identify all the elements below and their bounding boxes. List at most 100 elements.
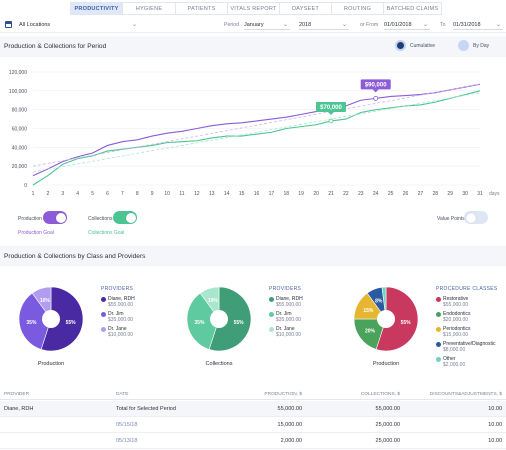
table-row[interactable]: Diane, RDH Total for Selected Period 55,00… xyxy=(0,401,506,417)
cell-date[interactable]: 05/13/18 xyxy=(116,438,138,444)
table-row[interactable]: 05/13/18 2,000.00 25,000.00 10.00 xyxy=(0,433,506,449)
series-collections-line xyxy=(32,90,481,186)
calendar-icon[interactable] xyxy=(5,21,12,28)
x-tick-label: 7 xyxy=(121,191,124,197)
x-tick-label: 15 xyxy=(239,191,245,197)
series-production-goal-line xyxy=(32,83,481,167)
year-select[interactable]: 2018 ⌄ xyxy=(299,20,349,30)
pie-center-hole xyxy=(210,310,228,328)
col-production: Production, $ xyxy=(264,392,302,397)
period-value: January xyxy=(244,22,264,28)
legend-item: Endodontics $20,000.00 xyxy=(436,311,506,323)
legend-value: $15,000.00 xyxy=(443,332,469,338)
pie-slice-label: 2% xyxy=(380,285,388,286)
tab-vitals-report[interactable]: Vitals Report xyxy=(228,2,280,15)
chevron-down-icon: ⌄ xyxy=(341,22,347,28)
cell-date[interactable]: 05/15/18 xyxy=(116,422,138,428)
location-select[interactable]: All Locations ⌄ xyxy=(19,20,139,30)
tab-routing[interactable]: Routing xyxy=(332,2,384,15)
location-value: All Locations xyxy=(19,22,51,28)
x-tick-label: 8 xyxy=(136,191,139,197)
x-tick-label: 1 xyxy=(32,191,35,197)
from-date-field[interactable]: 01/01/2018 ⌄ xyxy=(384,20,430,30)
trend-header xyxy=(0,36,506,57)
x-tick-label: 3 xyxy=(61,191,64,197)
x-tick-label: 23 xyxy=(358,191,364,197)
callout-point xyxy=(328,118,334,124)
production-collections-line-chart: 0 20,000 40,000 60,000 80,000 100,000 120,000 1… xyxy=(9,70,500,197)
y-tick-label: 100,000 xyxy=(9,89,27,95)
table-row[interactable]: 05/15/18 15,000.00 25,000.00 10.00 xyxy=(0,417,506,433)
cell-collections: 55,000.00 xyxy=(375,406,400,412)
to-label: To xyxy=(440,22,446,28)
cell-production: 55,000.00 xyxy=(277,406,302,412)
legend-name: Other xyxy=(443,356,456,362)
legend-value: $55,000.00 xyxy=(276,302,302,308)
legend-swatch xyxy=(269,326,274,332)
report-tabs: Productivity Hygiene Patients Vitals Rep… xyxy=(70,2,442,15)
x-tick-label: 31 xyxy=(477,191,483,197)
production-by-provider-pie: 55% 35% 10% xyxy=(18,286,84,352)
pie-classes-legend: Procedure Classes Restorative $55,000.00 E… xyxy=(436,286,506,371)
legend-name: Dr. Jim xyxy=(276,311,292,317)
legend-swatch xyxy=(269,311,274,317)
legend-item: Dr. Jane $10,000.00 xyxy=(101,326,171,338)
pie-slice-3 xyxy=(199,286,220,320)
chevron-down-icon: ⌄ xyxy=(495,22,501,28)
to-date-value: 01/31/2018 xyxy=(453,22,481,28)
legend-name: Diane, RDH xyxy=(276,296,303,302)
to-date-field[interactable]: 01/31/2018 ⌄ xyxy=(453,20,503,30)
chevron-down-icon: ⌄ xyxy=(422,22,428,28)
y-tick-label: 0 xyxy=(24,183,27,189)
col-discounts: Discounts&Adjustments, $ xyxy=(429,392,502,397)
production-toggle[interactable] xyxy=(43,211,67,224)
x-tick-label: 9 xyxy=(151,191,154,197)
tab-hygiene[interactable]: Hygiene xyxy=(123,2,176,15)
collections-toggle[interactable] xyxy=(113,211,137,224)
period-select[interactable]: January ⌄ xyxy=(244,20,290,30)
legend-item: Preventative/Diagnostic $8,000.00 xyxy=(436,341,506,353)
legend-item: Other $2,000.00 xyxy=(436,356,506,368)
pie-slice-1 xyxy=(208,286,252,352)
cumulative-label: Cumulative xyxy=(410,43,436,49)
from-date-value: 01/01/2018 xyxy=(384,22,412,28)
cell-production: 15,000.00 xyxy=(277,422,302,428)
legend-swatch xyxy=(269,296,274,302)
by-day-radio[interactable] xyxy=(458,40,469,51)
y-tick-label: 60,000 xyxy=(12,127,28,133)
pie-slice-2 xyxy=(353,318,387,350)
legend-item: Dr. Jane $10,000.00 xyxy=(269,326,339,338)
x-tick-label: 2 xyxy=(47,191,50,197)
production-goal-label: Production Goal xyxy=(18,230,54,236)
legend-name: Periodontics xyxy=(443,326,471,332)
collections-by-provider-pie: 55% 35% 10% xyxy=(186,286,252,352)
cumulative-radio[interactable] xyxy=(395,40,406,51)
x-tick-label: 16 xyxy=(254,191,260,197)
tab-productivity[interactable]: Productivity xyxy=(70,2,123,15)
series-production-line xyxy=(32,83,481,177)
tab-daysheet[interactable]: Dayseet xyxy=(280,2,332,15)
pie-production-caption: Production xyxy=(37,361,65,367)
pie-collections-caption: Collections xyxy=(205,361,233,367)
tab-patients[interactable]: Patients xyxy=(176,2,228,15)
pies-title: Production & Collections by Class and Pr… xyxy=(4,253,146,260)
cell-discounts: 10.00 xyxy=(488,422,502,428)
filter-bar: All Locations ⌄ Period January ⌄ 2018 ⌄ … xyxy=(0,17,506,33)
pie-slice-2 xyxy=(18,292,52,350)
pie-production-legend: Providers Diane, RDH $55,000.00 Dr. Jim $35… xyxy=(101,286,171,341)
tab-batched-claims[interactable]: Batched Claims xyxy=(384,2,442,15)
x-tick-label: 6 xyxy=(106,191,109,197)
x-tick-label: 11 xyxy=(179,191,184,197)
legend-value: $10,000.00 xyxy=(108,332,134,338)
cell-discounts: 10.00 xyxy=(488,406,502,412)
x-tick-label: 4 xyxy=(76,191,79,197)
value-points-label: Value Points xyxy=(437,216,465,222)
series-collections-goal-line xyxy=(32,92,481,173)
pie-slice-label: 55% xyxy=(401,320,412,326)
legend-value: $20,000.00 xyxy=(443,317,469,323)
legend-name: Dr. Jane xyxy=(108,326,127,332)
legend-value: $55,000.00 xyxy=(108,302,134,308)
legend-item: Dr. Jim $35,000.00 xyxy=(101,311,171,323)
legend-value: $35,000.00 xyxy=(108,317,134,323)
value-points-toggle[interactable] xyxy=(464,211,488,224)
